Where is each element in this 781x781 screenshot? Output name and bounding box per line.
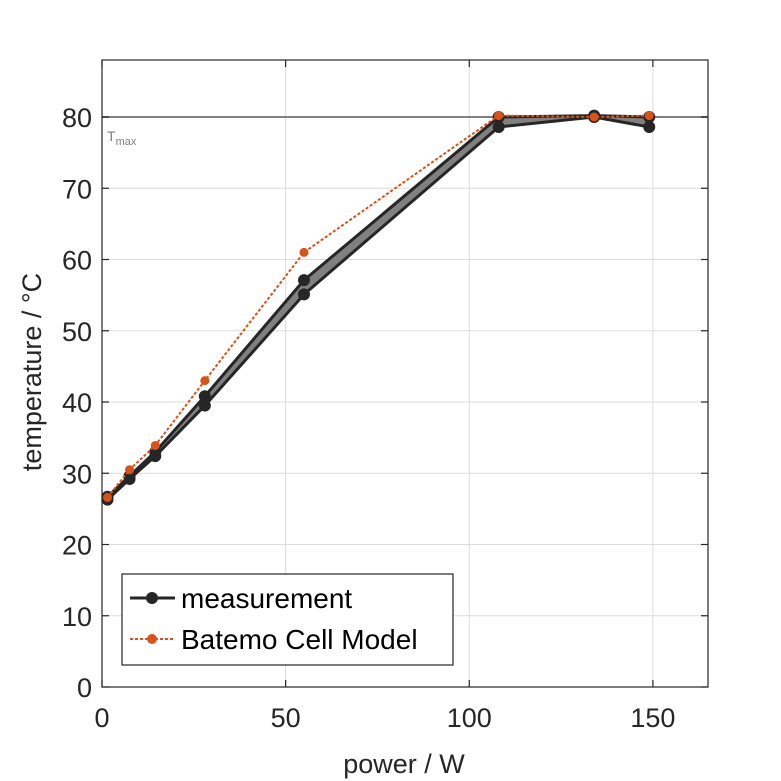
legend-measurement-label: measurement (181, 583, 352, 614)
x-tick-label: 0 (94, 703, 109, 733)
legend-box (121, 573, 454, 666)
legend-measurement-marker (146, 592, 158, 604)
measurement-point (198, 399, 211, 412)
y-tick-label: 40 (62, 388, 92, 418)
y-tick-label: 60 (62, 246, 92, 276)
model-point (589, 112, 599, 122)
legend-model-marker (147, 634, 157, 644)
y-tick-label: 50 (62, 317, 92, 347)
y-tick-label: 0 (77, 673, 92, 703)
measurement-point (298, 288, 310, 301)
x-tick-label: 50 (271, 703, 301, 733)
series-model-line (106, 114, 650, 499)
measurement-point (123, 472, 136, 485)
y-axis-label: temperature / °C (17, 273, 47, 471)
measurement-band-group (101, 109, 656, 503)
y-tick-label: 80 (62, 103, 92, 133)
y-tick-label: 10 (62, 602, 92, 632)
x-axis-label: power / W (343, 749, 465, 779)
series-measurement-line (106, 115, 650, 501)
tick-labels: 0 50 100 150 0 10 20 30 40 50 60 70 80 (62, 103, 675, 733)
series-group (101, 111, 656, 506)
legend: measurement Batemo Cell Model (121, 573, 454, 666)
measurement-upper-point (298, 274, 310, 287)
model-point (125, 465, 135, 475)
plot-frame (101, 59, 709, 688)
legend-model-label: Batemo Cell Model (181, 624, 418, 655)
axes (101, 59, 709, 688)
model-point (644, 111, 654, 121)
y-tick-label: 30 (62, 459, 92, 489)
measurement-upper-line (106, 114, 650, 498)
measurement-point (643, 120, 656, 133)
model-point (494, 111, 504, 121)
measurement-point (492, 120, 505, 133)
model-point (299, 247, 309, 257)
model-point (150, 440, 160, 450)
measurement-upper-point (198, 390, 211, 403)
measurement-band (107, 115, 650, 500)
x-tick-label: 100 (447, 703, 492, 733)
reference-line-label: Tmax (107, 128, 137, 148)
x-tick-label: 150 (630, 703, 675, 733)
model-point (103, 492, 113, 502)
y-tick-label: 20 (62, 531, 92, 561)
measurement-point (149, 450, 162, 463)
model-point (200, 376, 210, 386)
y-tick-label: 70 (62, 174, 92, 204)
